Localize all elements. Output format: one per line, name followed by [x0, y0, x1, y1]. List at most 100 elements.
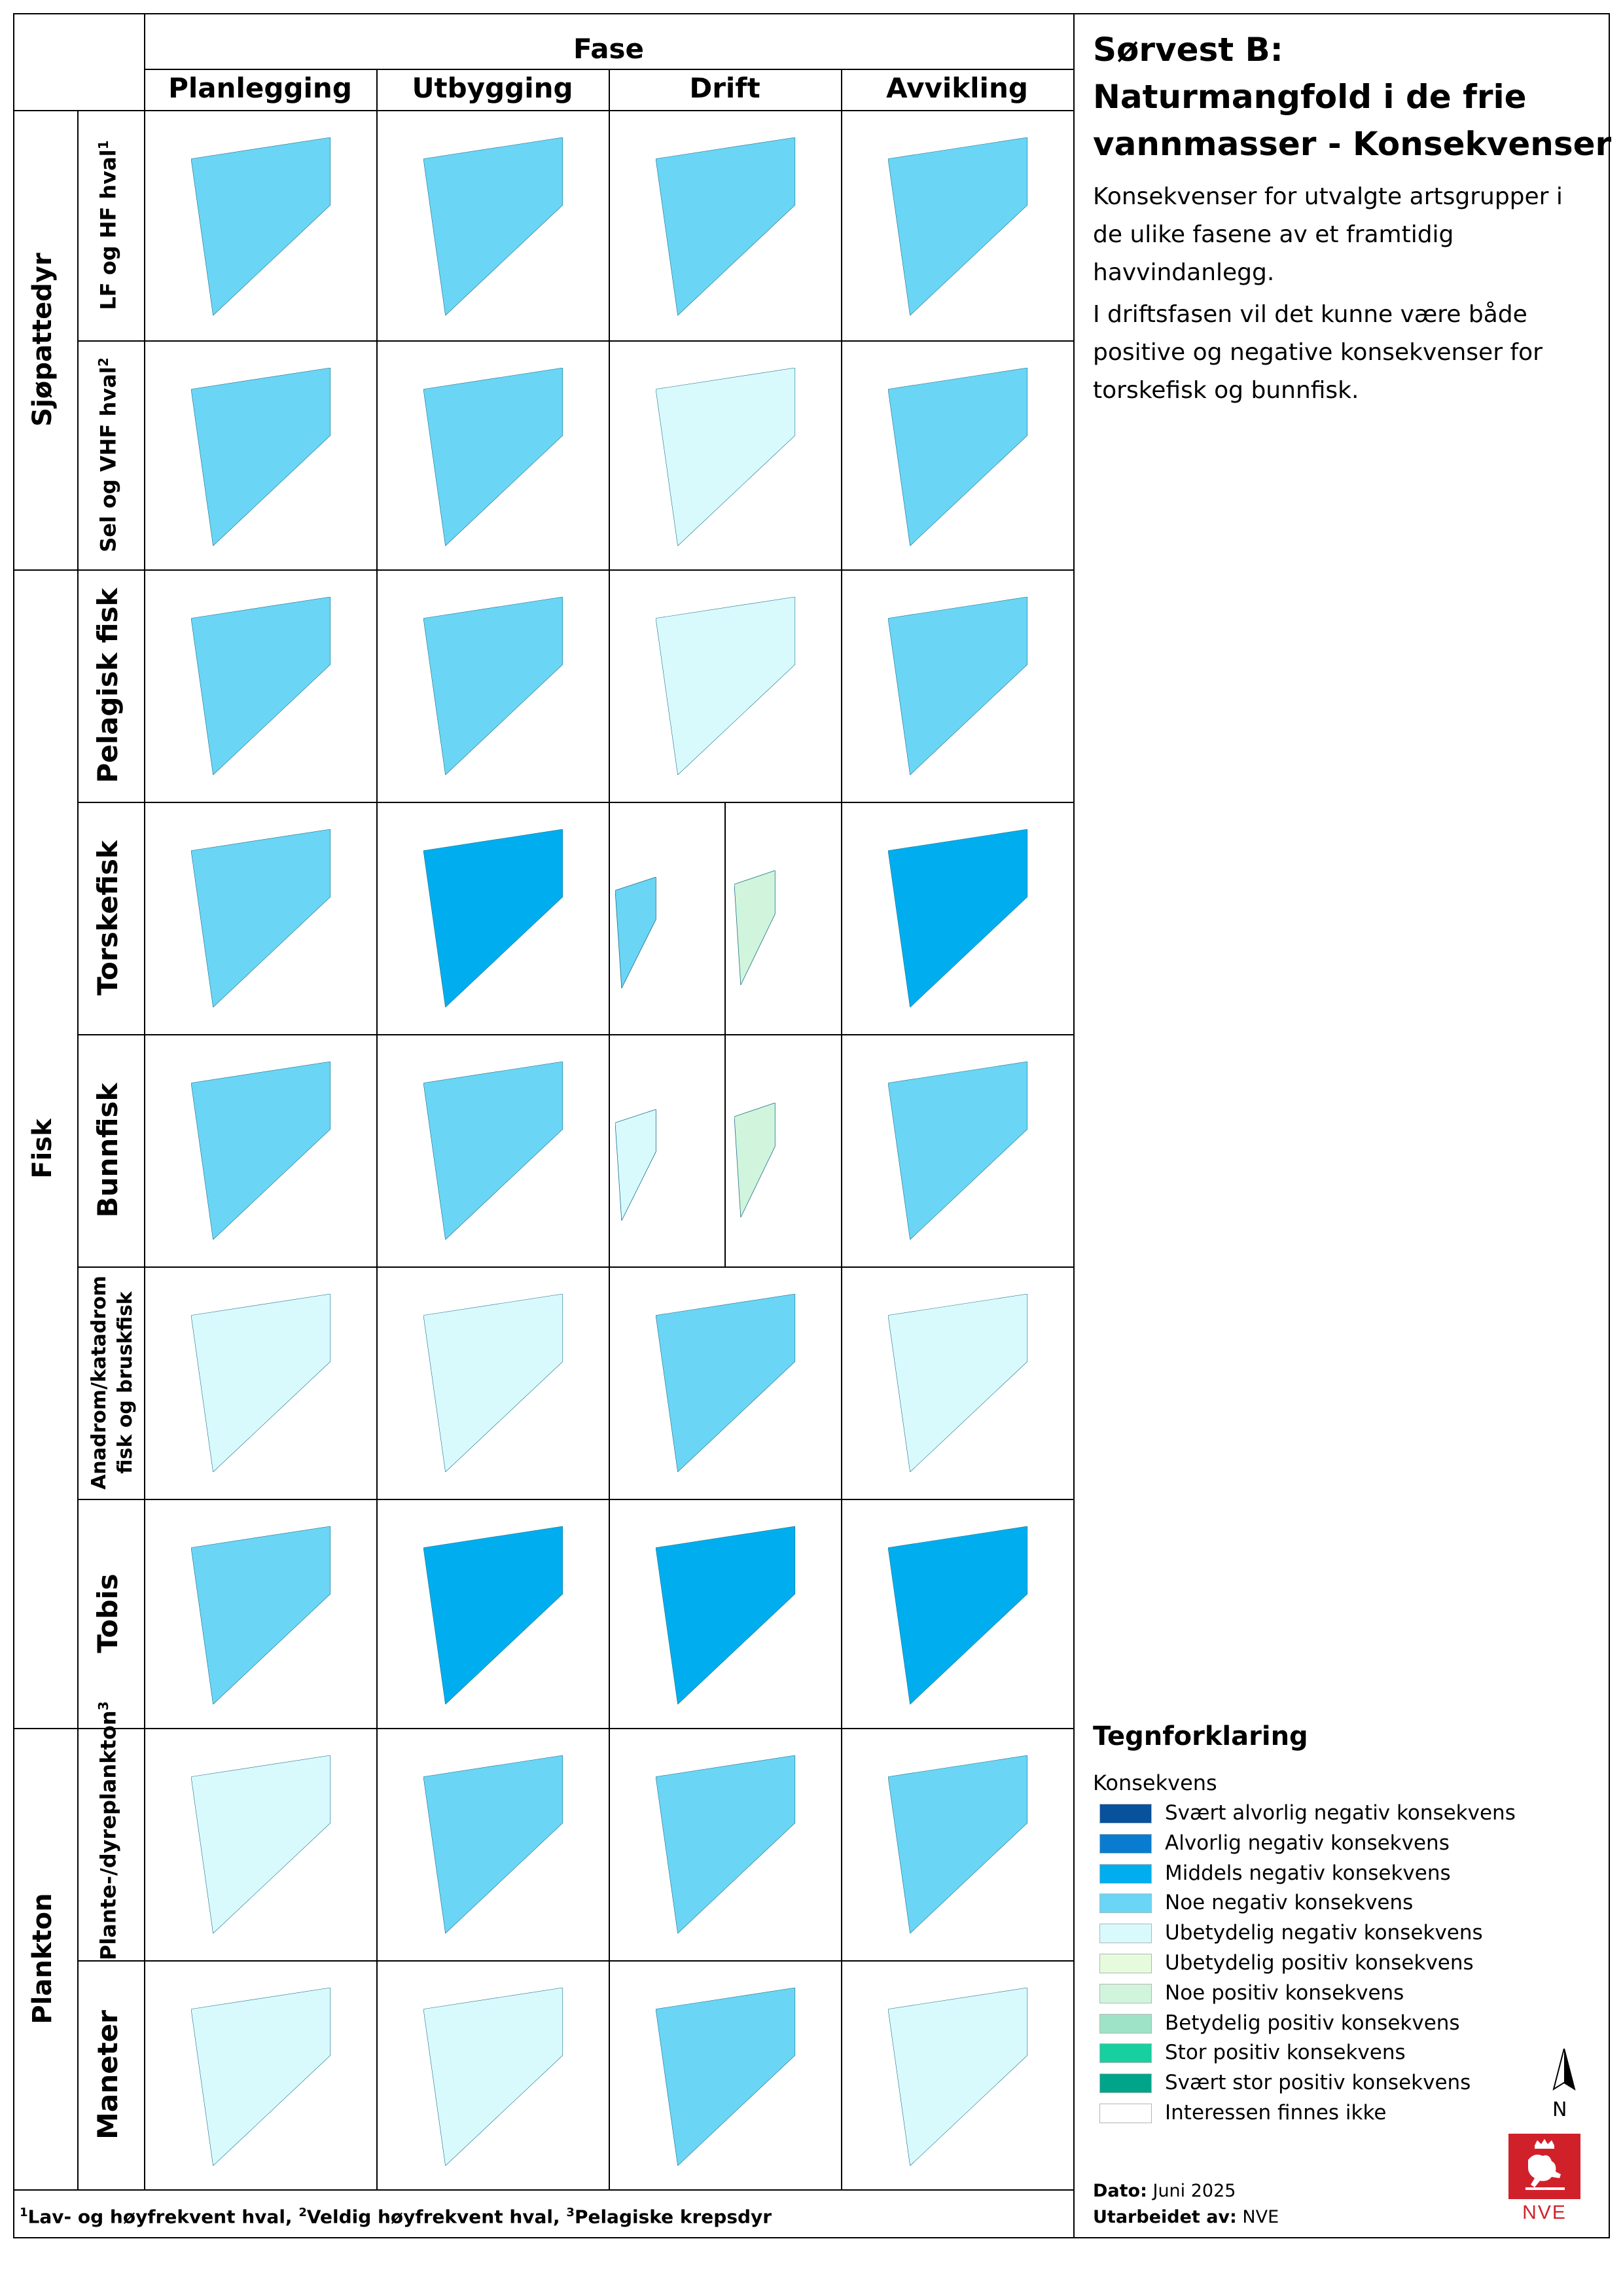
area-polygon — [656, 1294, 795, 1472]
legend-swatch — [1099, 2013, 1152, 2034]
area-map — [656, 1294, 839, 1472]
area-map — [888, 1526, 1071, 1704]
legend-label: Ubetydelig positiv konsekvens — [1165, 1951, 1474, 1975]
area-polygon — [191, 829, 330, 1007]
author-label: Utarbeidet av: — [1093, 2207, 1237, 2227]
legend-label: Stor positiv konsekvens — [1165, 2041, 1406, 2065]
area-map — [191, 1755, 374, 1933]
footnote-text-2: Veldig høyfrekvent hval, — [306, 2206, 567, 2228]
legend-swatch — [1099, 2104, 1152, 2123]
row-label-text: Anadrom/katadrom fisk og bruskfisk — [88, 1276, 137, 1490]
north-arrow-icon — [1552, 2049, 1576, 2091]
area-map — [888, 137, 1071, 315]
area-polygon — [423, 1294, 563, 1472]
area-map — [888, 1294, 1071, 1472]
description-p1: Konsekvenser for utvalgte artsgrupper i … — [1093, 183, 1563, 286]
row-label-text: Maneter — [92, 2010, 124, 2140]
area-polygon — [656, 1526, 795, 1704]
table-bottom-line — [13, 2189, 1073, 2191]
label-column-line — [144, 13, 145, 2189]
area-map — [888, 1755, 1071, 1933]
legend-label: Betydelig positiv konsekvens — [1165, 2011, 1460, 2035]
area-map — [191, 1526, 374, 1704]
area-map — [888, 829, 1071, 1007]
area-map — [191, 137, 374, 315]
group-label: Plankton — [27, 1893, 58, 2024]
area-polygon — [888, 1988, 1027, 2166]
legend-label: Ubetydelig negativ konsekvens — [1165, 1921, 1483, 1945]
row-line — [77, 1034, 1073, 1035]
legend-swatch — [1099, 1863, 1152, 1884]
area-map — [191, 829, 374, 1007]
footnote: 1Lav- og høyfrekvent hval, 2Veldig høyfr… — [20, 2206, 772, 2227]
row-line — [13, 569, 1073, 571]
area-map — [191, 1988, 374, 2166]
area-map — [423, 829, 607, 1007]
row-line — [77, 340, 1073, 342]
row-line — [77, 1266, 1073, 1268]
area-polygon — [423, 137, 563, 315]
row-label: Torskefisk — [92, 802, 124, 1034]
phase-label: Drift — [689, 72, 760, 104]
row-label: Pelagisk fisk — [92, 569, 124, 802]
area-polygon — [656, 1988, 795, 2166]
area-polygon — [656, 1755, 795, 1933]
area-map — [423, 137, 607, 315]
area-polygon — [888, 597, 1027, 775]
date-line: Dato: Juni 2025 — [1093, 2181, 1236, 2201]
footnote-sup-1: 1 — [20, 2206, 28, 2219]
area-map — [423, 1294, 607, 1472]
side-panel-line — [1073, 13, 1075, 2238]
row-line — [13, 1728, 1073, 1729]
legend-swatch — [1099, 1954, 1152, 1973]
area-map — [888, 1062, 1071, 1240]
area-polygon — [423, 1062, 563, 1240]
legend-label: Alvorlig negativ konsekvens — [1165, 1831, 1450, 1855]
row-label-sup: 3 — [96, 1701, 111, 1711]
drift-split-line — [724, 1034, 726, 1266]
area-polygon — [191, 1294, 330, 1472]
area-polygon — [191, 597, 330, 775]
area-polygon — [191, 368, 330, 546]
area-polygon — [888, 1294, 1027, 1472]
row-line — [77, 1960, 1073, 1962]
area-map — [734, 1103, 788, 1217]
row-label-sup: 1 — [96, 140, 111, 150]
drift-split-line — [724, 802, 726, 1034]
area-map — [888, 597, 1071, 775]
nve-lion-emblem-icon — [1508, 2134, 1580, 2199]
group-label: Fisk — [27, 1119, 58, 1179]
area-polygon — [191, 137, 330, 315]
area-polygon — [888, 368, 1027, 546]
legend-swatch — [1099, 2043, 1152, 2064]
area-map — [423, 1062, 607, 1240]
area-map — [423, 1526, 607, 1704]
legend-title: Tegnforklaring — [1093, 1721, 1308, 1751]
area-map — [656, 1526, 839, 1704]
title-line-1: Sørvest B: — [1093, 31, 1283, 69]
legend-label: Svært alvorlig negativ konsekvens — [1165, 1801, 1516, 1825]
area-polygon — [423, 1526, 563, 1704]
footnote-sup-3: 3 — [566, 2206, 575, 2219]
row-label: Maneter — [92, 1960, 124, 2189]
legend-swatch — [1099, 1893, 1152, 1914]
legend-swatch — [1099, 1983, 1152, 2003]
area-map — [191, 1062, 374, 1240]
row-label: Anadrom/katadrom fisk og bruskfisk — [86, 1266, 139, 1499]
area-polygon — [191, 1062, 330, 1240]
map-title: Sørvest B: Naturmangfold i de frie vannm… — [1093, 26, 1611, 168]
area-map — [656, 368, 839, 546]
date-value: Juni 2025 — [1152, 2181, 1236, 2201]
area-map — [423, 1988, 607, 2166]
description: Konsekvenser for utvalgte artsgrupper i … — [1093, 178, 1590, 410]
area-polygon — [615, 877, 656, 988]
area-map — [423, 597, 607, 775]
row-label-sup: 2 — [96, 357, 111, 367]
area-polygon — [888, 137, 1027, 315]
area-map — [734, 870, 788, 985]
phase-label: Utbygging — [412, 72, 573, 104]
legend-label: Noe positiv konsekvens — [1165, 1981, 1404, 2005]
area-polygon — [888, 1526, 1027, 1704]
row-label: Sel og VHF hval2 — [96, 340, 121, 569]
header-bottom-line — [13, 110, 1073, 111]
